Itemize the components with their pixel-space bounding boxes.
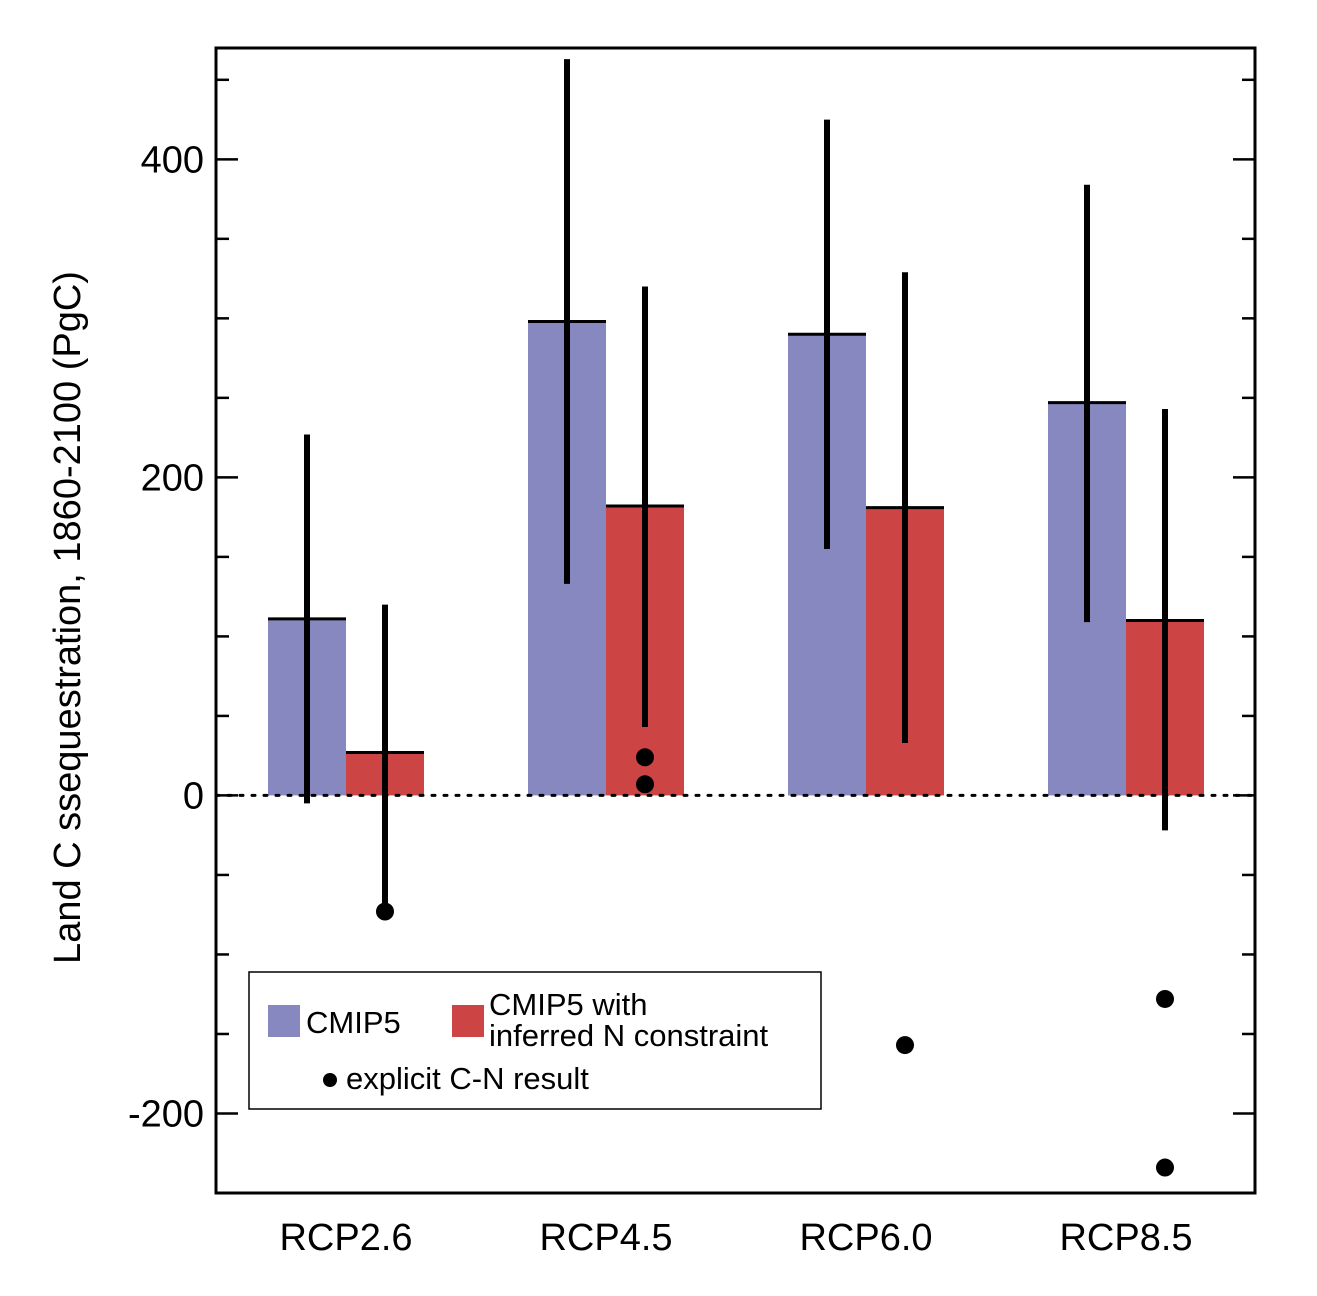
y-tick-label: -200 xyxy=(128,1093,204,1135)
explicit-cn-point-rcp45 xyxy=(636,775,654,794)
x-category-label: RCP8.5 xyxy=(1059,1217,1192,1259)
explicit-cn-point-rcp45 xyxy=(636,748,654,767)
legend-label-n-constraint-line1: CMIP5 with xyxy=(489,987,647,1022)
legend-label-n-constraint-line2: inferred N constraint xyxy=(489,1018,769,1053)
legend-swatch-n-constraint xyxy=(452,1005,484,1037)
y-tick-label: 400 xyxy=(141,139,204,181)
explicit-cn-point-rcp26 xyxy=(376,902,394,921)
explicit-cn-point-rcp60 xyxy=(896,1036,914,1055)
explicit-cn-point-rcp85 xyxy=(1156,1158,1174,1177)
legend-label-explicit-cn: explicit C-N result xyxy=(346,1061,589,1096)
x-category-label: RCP6.0 xyxy=(799,1217,932,1259)
plot-frame xyxy=(214,46,1257,1195)
legend-box xyxy=(248,971,822,1110)
x-category-label: RCP4.5 xyxy=(539,1217,672,1259)
legend-label-cmip5: CMIP5 xyxy=(306,1005,401,1040)
y-axis-label: Land C ssequestration, 1860-2100 (PgC) xyxy=(47,271,89,964)
y-tick-label: 200 xyxy=(141,457,204,499)
y-tick-label: 0 xyxy=(183,775,204,817)
explicit-cn-point-rcp85 xyxy=(1156,989,1174,1008)
legend-swatch-cmip5 xyxy=(268,1005,300,1037)
x-category-label: RCP2.6 xyxy=(279,1217,412,1259)
legend-dot-explicit-cn xyxy=(323,1073,337,1087)
